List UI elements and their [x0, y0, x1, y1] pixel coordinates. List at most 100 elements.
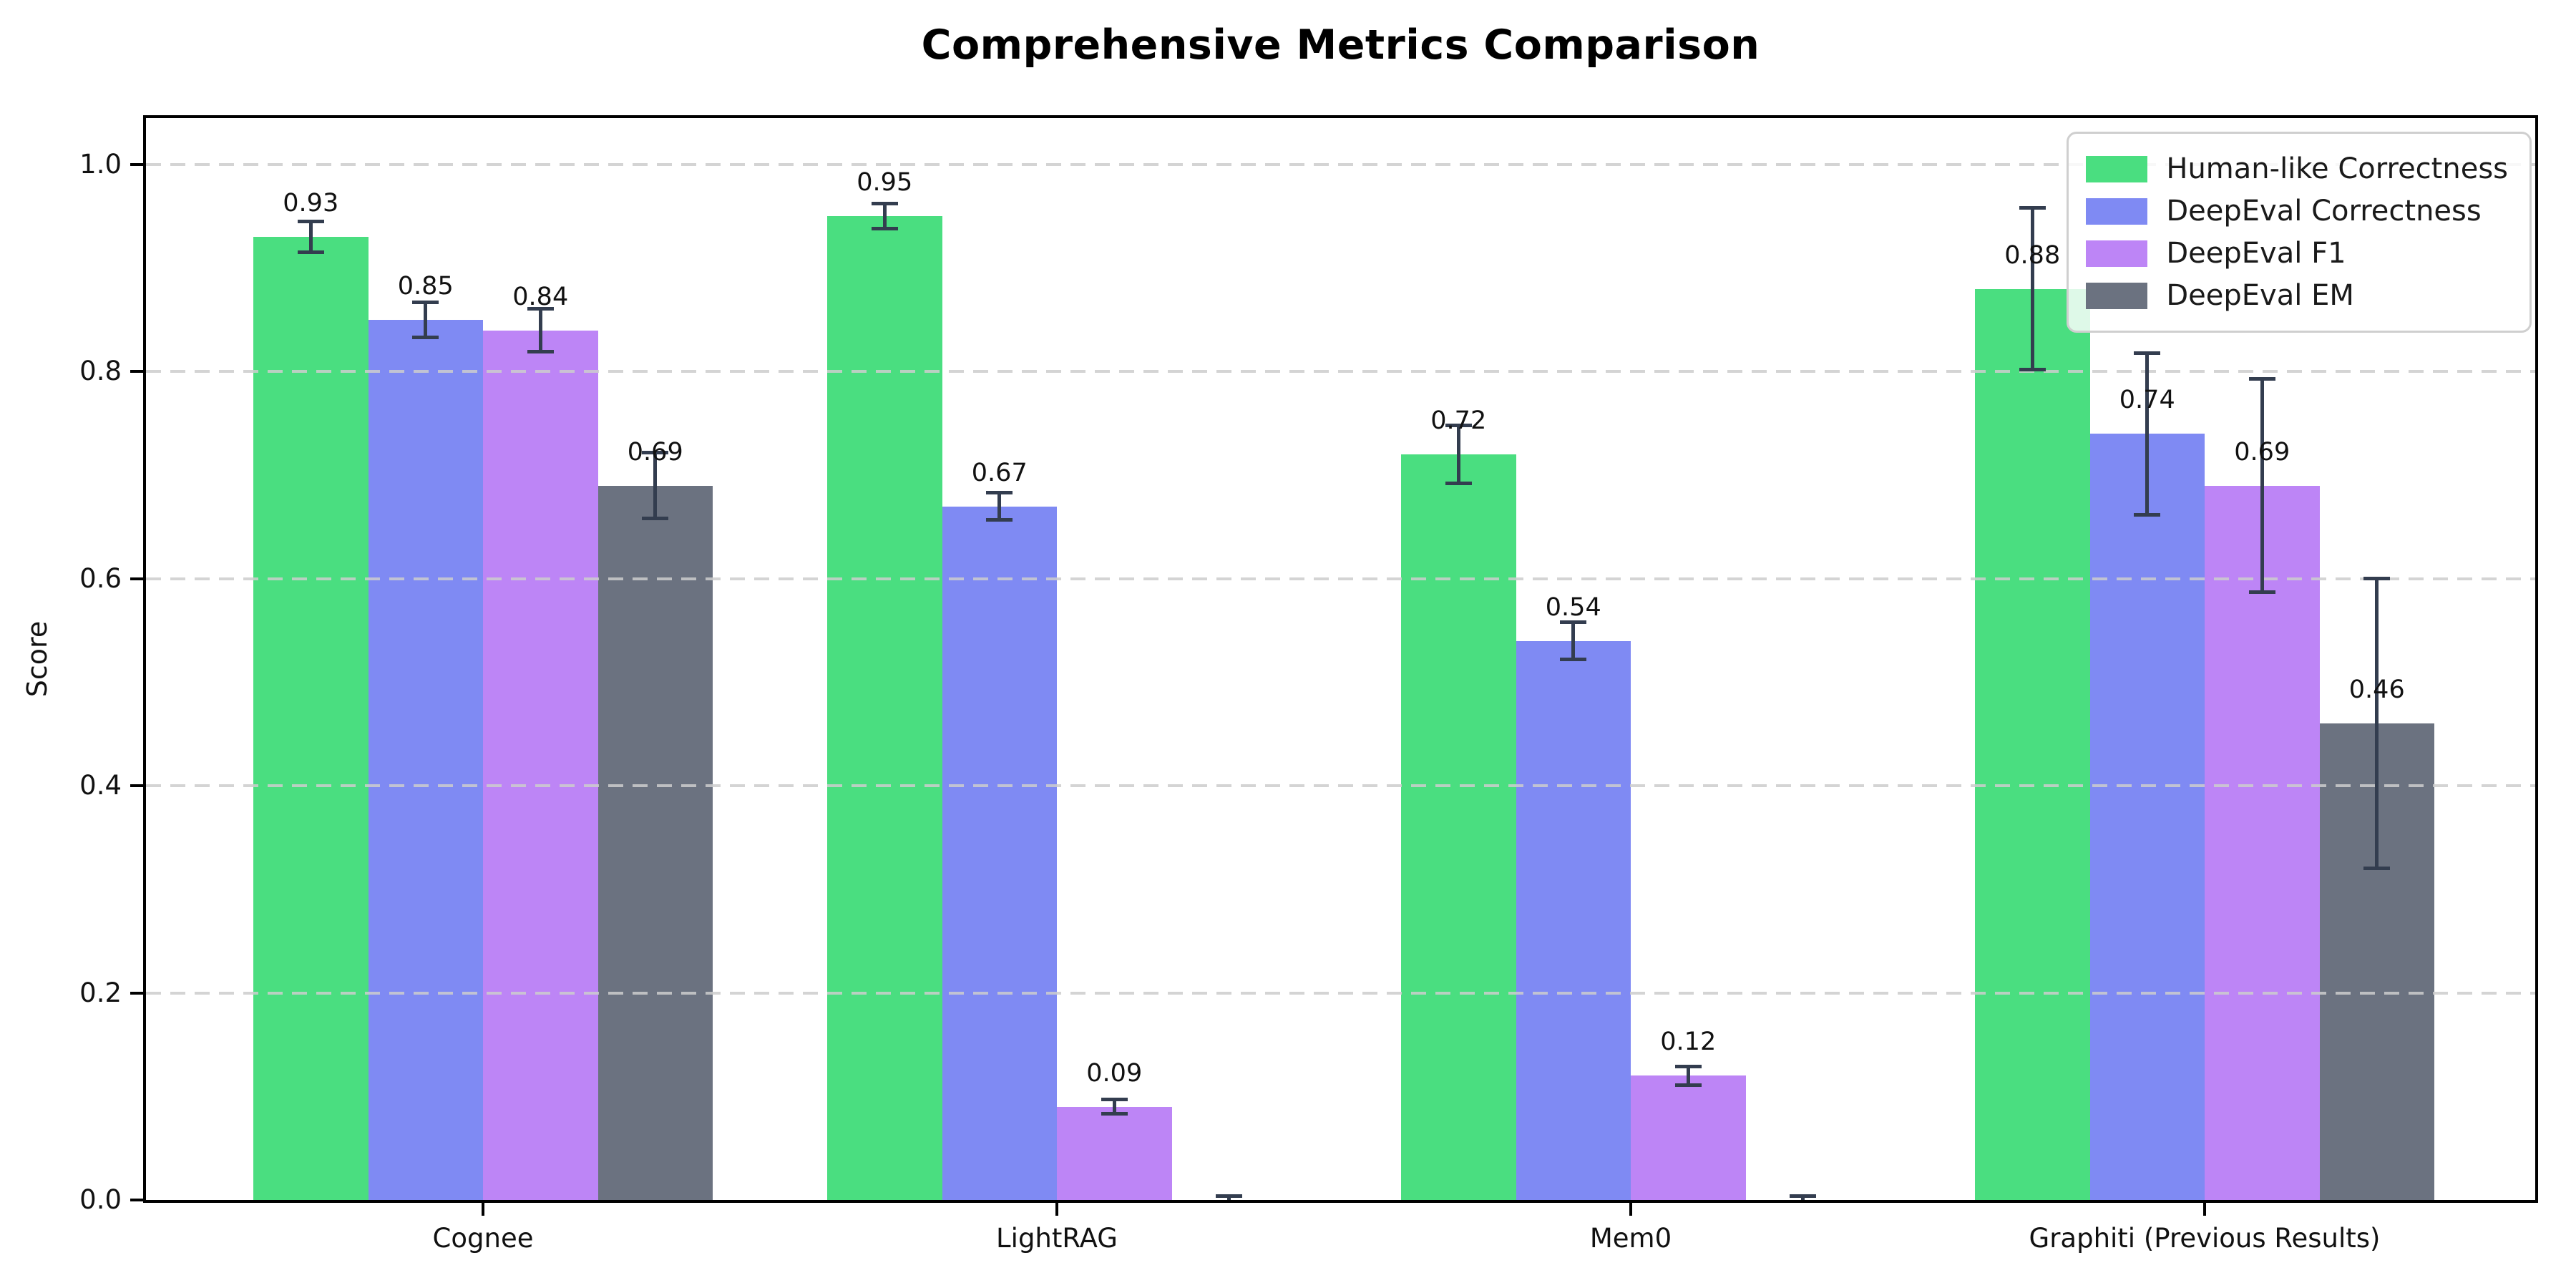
error-bar-cap	[1674, 1064, 1702, 1068]
error-bar-line	[2145, 353, 2150, 515]
error-bar-line	[1801, 1196, 1805, 1200]
error-bar-cap	[1790, 1194, 1817, 1198]
error-bar-line	[2375, 578, 2379, 869]
bar	[1401, 454, 1516, 1200]
gridline	[146, 370, 2535, 374]
error-bar-line	[1112, 1099, 1116, 1114]
error-bar-line	[882, 203, 887, 229]
bar	[368, 320, 483, 1200]
bar	[942, 506, 1057, 1200]
y-tick-label: 1.0	[79, 149, 122, 180]
error-bar-cap	[2019, 206, 2046, 210]
legend-swatch	[2086, 240, 2148, 267]
legend-label: DeepEval F1	[2166, 237, 2346, 270]
y-tick-label: 0.2	[79, 977, 122, 1008]
y-tick-mark	[130, 370, 143, 374]
x-tick-mark	[1055, 1203, 1058, 1216]
gridline	[146, 577, 2535, 580]
legend-swatch	[2086, 197, 2148, 225]
error-bar-line	[997, 492, 1002, 520]
error-bar-cap	[642, 450, 669, 454]
error-bar-line	[424, 302, 428, 338]
error-bar-cap	[2019, 368, 2046, 371]
x-tick-mark	[482, 1203, 484, 1216]
y-tick-mark	[130, 1199, 143, 1201]
error-bar-cap	[1445, 424, 1472, 428]
x-tick-label: Graphiti (Previous Results)	[2029, 1223, 2381, 1254]
bar	[253, 237, 369, 1200]
bar-value-label: 0.54	[1545, 592, 1601, 622]
y-tick-mark	[130, 577, 143, 580]
legend-label: DeepEval Correctness	[2166, 195, 2482, 228]
y-tick-mark	[130, 991, 143, 995]
legend-swatch	[2086, 282, 2148, 309]
error-bar-line	[538, 308, 542, 352]
error-bar-cap	[527, 350, 554, 354]
bar-value-label: 0.84	[512, 282, 569, 311]
error-bar-cap	[1790, 1202, 1816, 1203]
error-bar-line	[1456, 425, 1460, 484]
bar	[1631, 1075, 1746, 1200]
error-bar-cap	[986, 517, 1013, 522]
bar	[597, 485, 713, 1200]
error-bar-line	[308, 221, 313, 253]
legend-item: DeepEval Correctness	[2086, 194, 2508, 228]
legend-item: DeepEval F1	[2086, 236, 2508, 270]
bar-value-label: 0.67	[971, 458, 1028, 487]
y-axis-label: Score	[21, 620, 53, 698]
error-bar-cap	[1560, 620, 1587, 625]
error-bar-line	[2260, 379, 2264, 592]
error-bar-cap	[642, 517, 669, 521]
bar-value-label: 0.74	[2119, 386, 2175, 415]
error-bar-line	[1571, 622, 1576, 660]
error-bar-cap	[297, 220, 324, 224]
error-bar-cap	[1216, 1194, 1243, 1198]
bar	[2089, 434, 2205, 1200]
x-tick-label: Mem0	[1589, 1223, 1672, 1254]
bar-value-label: 0.69	[627, 437, 683, 467]
bar	[483, 330, 598, 1200]
bar-value-label: 0.69	[2234, 437, 2290, 467]
y-tick-label: 0.8	[79, 356, 122, 387]
chart-title: Comprehensive Metrics Comparison	[921, 21, 1760, 69]
legend: Human-like Correctness DeepEval Correctne…	[2067, 132, 2532, 333]
x-tick-mark	[1629, 1203, 1632, 1216]
legend-item: Human-like Correctness	[2086, 152, 2508, 186]
legend-label: Human-like Correctness	[2166, 152, 2508, 185]
error-bar-cap	[2363, 867, 2391, 871]
error-bar-line	[1686, 1066, 1690, 1085]
y-tick-label: 0.4	[79, 770, 122, 801]
y-tick-mark	[130, 163, 143, 166]
error-bar-cap	[1101, 1112, 1128, 1116]
gridline	[146, 784, 2535, 788]
x-tick-mark	[2203, 1203, 2206, 1216]
bar-value-label: 0.72	[1430, 406, 1487, 436]
error-bar-cap	[2248, 377, 2275, 381]
error-bar-cap	[2248, 590, 2275, 595]
y-tick-label: 0.6	[79, 562, 122, 594]
bar-value-label: 0.46	[2348, 675, 2405, 705]
bar-value-label: 0.88	[2004, 240, 2061, 270]
error-bar-cap	[1674, 1083, 1702, 1087]
error-bar-line	[653, 452, 658, 519]
error-bar-cap	[1445, 482, 1472, 486]
legend-label: DeepEval EM	[2166, 279, 2354, 312]
error-bar-cap	[1560, 658, 1587, 662]
error-bar-cap	[2134, 351, 2161, 355]
error-bar-line	[1227, 1196, 1231, 1200]
bar	[827, 216, 942, 1200]
bar-value-label: 0.85	[397, 272, 454, 301]
x-tick-label: Cognee	[432, 1223, 534, 1254]
bar-value-label: 0.95	[857, 168, 913, 197]
error-bar-cap	[297, 250, 324, 255]
error-bar-line	[2030, 208, 2034, 370]
bar-value-label: 0.09	[1086, 1058, 1143, 1088]
gridline	[146, 991, 2535, 995]
bar	[1975, 288, 2090, 1200]
bar	[1516, 640, 1631, 1200]
error-bar-cap	[2363, 577, 2391, 581]
error-bar-cap	[527, 306, 554, 311]
bar	[1057, 1106, 1172, 1200]
bar-value-label: 0.93	[283, 189, 339, 218]
